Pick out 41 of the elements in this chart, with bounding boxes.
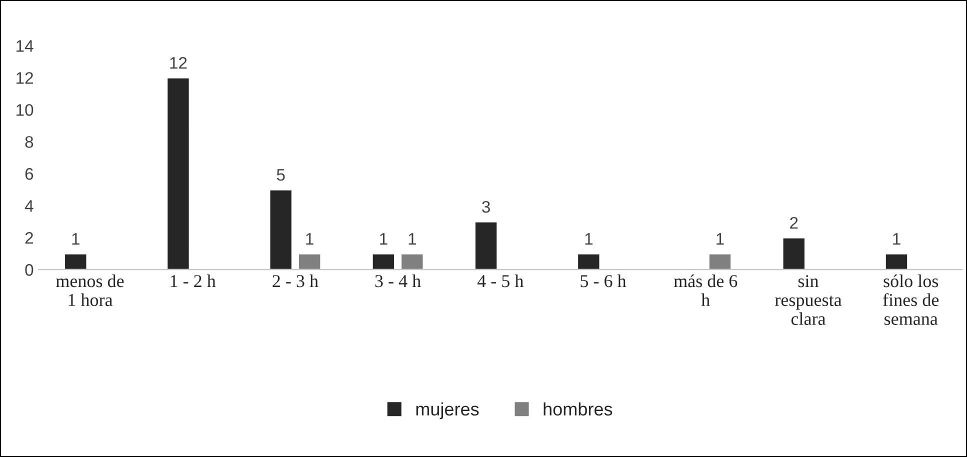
data-label: 1 [306,233,314,245]
y-tick-label: 2 [25,232,33,244]
bar [708,252,732,270]
x-tick-label: 4 - 5 h [477,274,524,288]
bar [400,252,424,270]
y-tick-label: 14 [16,40,34,52]
data-label: 1 [408,233,416,245]
y-tick-label: 12 [16,72,33,84]
bar [268,188,293,270]
y-tick-label: 4 [24,200,34,212]
bar [782,236,806,270]
bar [166,76,190,270]
x-tick-label: menos de 1 hora [56,274,124,306]
data-label: 2 [790,216,798,229]
legend-label: hombres [544,402,612,416]
x-tick-label: 2 - 3 h [272,274,318,288]
y-tick-label: 6 [25,168,34,180]
x-tick-label: 5 - 6 h [580,274,626,288]
y-tick-label: 0 [25,264,34,276]
data-label: 1 [893,233,900,245]
data-label: 1 [72,233,80,245]
x-tick-label: sin respuesta clara [775,275,842,325]
bar [884,252,908,270]
x-tick-label: 3 - 4 h [375,274,421,288]
data-label: 5 [276,169,285,181]
bar [64,252,88,270]
y-tick-label: 8 [25,136,34,148]
data-label: 1 [585,233,592,245]
bar [474,220,498,270]
bar [576,252,601,270]
bar [298,252,322,270]
data-label: 1 [380,233,388,245]
x-tick-label: 1 - 2 h [170,274,216,288]
legend-label: mujeres [416,402,479,420]
data-label: 1 [716,233,724,245]
bar [371,252,396,270]
y-tick-label: 10 [16,104,34,116]
x-tick-label: más de 6 h [674,274,738,306]
data-label: 3 [482,200,490,213]
data-label: 12 [170,56,187,69]
x-tick-label: sólo los fines de semana [883,274,939,325]
